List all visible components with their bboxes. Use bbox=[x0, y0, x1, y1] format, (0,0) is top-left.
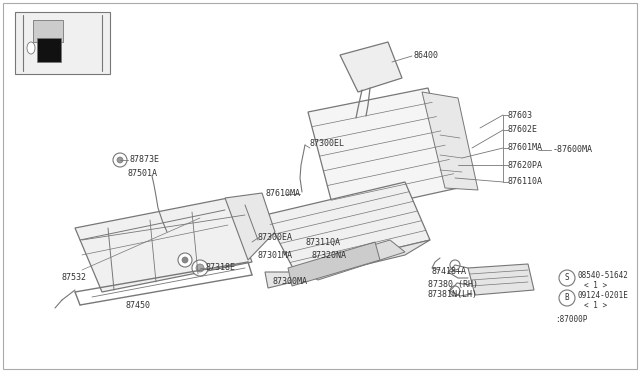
Circle shape bbox=[450, 260, 460, 270]
Text: 87320NA: 87320NA bbox=[312, 250, 347, 260]
Text: 87532: 87532 bbox=[62, 273, 87, 282]
Polygon shape bbox=[37, 38, 61, 62]
Text: 87603: 87603 bbox=[508, 110, 533, 119]
Polygon shape bbox=[295, 240, 405, 280]
Polygon shape bbox=[288, 242, 380, 286]
Polygon shape bbox=[265, 240, 430, 288]
Polygon shape bbox=[265, 182, 430, 272]
Text: -87600MA: -87600MA bbox=[553, 145, 593, 154]
Text: :87000P: :87000P bbox=[555, 315, 588, 324]
Circle shape bbox=[192, 260, 208, 276]
Polygon shape bbox=[308, 88, 458, 215]
Circle shape bbox=[117, 157, 123, 163]
Text: 87381N(LH): 87381N(LH) bbox=[428, 291, 478, 299]
Circle shape bbox=[559, 290, 575, 306]
Circle shape bbox=[182, 257, 188, 263]
Text: 87602E: 87602E bbox=[508, 125, 538, 135]
Text: 87601MA: 87601MA bbox=[508, 144, 543, 153]
Text: 87418+A: 87418+A bbox=[432, 266, 467, 276]
Ellipse shape bbox=[27, 42, 35, 54]
Circle shape bbox=[196, 264, 204, 272]
Text: 87300MA: 87300MA bbox=[273, 278, 307, 286]
Polygon shape bbox=[225, 193, 275, 260]
Text: 87311QA: 87311QA bbox=[305, 237, 340, 247]
Text: 87300EA: 87300EA bbox=[258, 234, 293, 243]
Circle shape bbox=[450, 286, 460, 296]
Circle shape bbox=[113, 153, 127, 167]
Text: 876110A: 876110A bbox=[508, 177, 543, 186]
Text: < 1 >: < 1 > bbox=[584, 301, 607, 310]
Text: 09124-0201E: 09124-0201E bbox=[577, 291, 628, 299]
Text: 87873E: 87873E bbox=[130, 154, 160, 164]
Text: 87318E: 87318E bbox=[205, 263, 235, 273]
Text: 87300EL: 87300EL bbox=[310, 138, 345, 148]
Circle shape bbox=[559, 270, 575, 286]
Text: 87620PA: 87620PA bbox=[508, 160, 543, 170]
Polygon shape bbox=[468, 264, 534, 295]
Text: 86400: 86400 bbox=[414, 51, 439, 60]
Polygon shape bbox=[33, 20, 63, 42]
Text: 87301MA: 87301MA bbox=[258, 250, 293, 260]
Text: 87501A: 87501A bbox=[128, 169, 158, 177]
Circle shape bbox=[178, 253, 192, 267]
Text: 87450: 87450 bbox=[125, 301, 150, 310]
Text: S: S bbox=[564, 273, 570, 282]
Text: < 1 >: < 1 > bbox=[584, 280, 607, 289]
Polygon shape bbox=[422, 92, 478, 190]
Polygon shape bbox=[75, 198, 252, 292]
Text: 87380 (RH): 87380 (RH) bbox=[428, 280, 478, 289]
Polygon shape bbox=[15, 12, 110, 74]
Polygon shape bbox=[340, 42, 402, 92]
Text: 08540-51642: 08540-51642 bbox=[577, 270, 628, 279]
Text: 87610MA: 87610MA bbox=[265, 189, 300, 199]
Text: B: B bbox=[564, 294, 570, 302]
